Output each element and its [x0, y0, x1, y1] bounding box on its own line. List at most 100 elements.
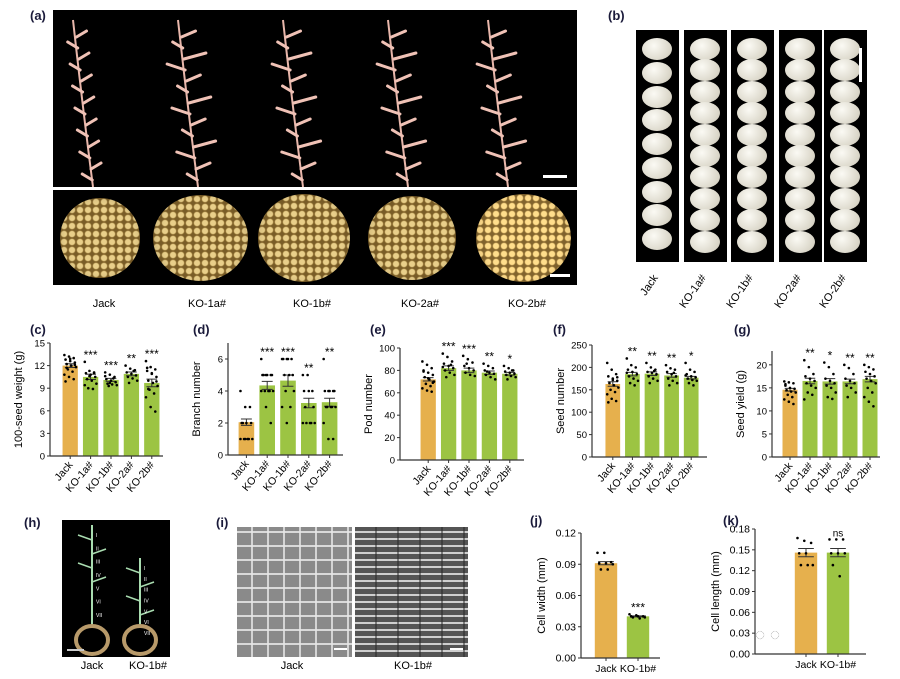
data-point: [72, 356, 75, 360]
seed: [785, 123, 815, 146]
y-tick-label: 0.12: [730, 565, 751, 577]
data-point: [803, 398, 806, 401]
seed-strip: [636, 30, 679, 262]
data-point: [783, 380, 786, 383]
seed-pile-ko-1b: [258, 194, 350, 282]
data-point: [612, 384, 616, 387]
data-point: [609, 560, 613, 564]
seed: [830, 230, 860, 253]
data-point: [68, 359, 72, 363]
scale-bar: [334, 648, 347, 650]
data-point: [486, 364, 490, 368]
data-point: [68, 357, 72, 361]
significance-label: ***: [442, 340, 456, 354]
node-label: VII: [96, 613, 102, 619]
bar: [481, 372, 498, 460]
data-point: [832, 372, 835, 376]
significance-label: ***: [281, 345, 295, 359]
data-point: [90, 379, 94, 382]
data-point: [85, 377, 89, 381]
data-point: [809, 384, 813, 387]
significance-label: ***: [145, 347, 159, 361]
data-point: [794, 391, 797, 394]
data-point: [848, 379, 852, 383]
data-point: [874, 381, 877, 385]
seed: [830, 38, 860, 60]
data-point: [423, 375, 427, 379]
y-tick-label: 6: [40, 406, 45, 417]
data-point: [303, 405, 307, 409]
seed: [690, 209, 720, 232]
data-point: [597, 561, 601, 565]
data-point: [865, 377, 868, 380]
data-point: [448, 371, 452, 374]
data-point: [92, 371, 96, 374]
seed: [690, 230, 720, 253]
y-tick-label: 0.00: [730, 649, 751, 661]
seed: [830, 80, 860, 103]
seed: [737, 38, 767, 60]
panel-label: (e): [370, 322, 386, 337]
node-label: II: [96, 546, 99, 552]
data-point: [447, 364, 450, 368]
data-point: [322, 357, 325, 361]
y-tick-label: 0.03: [556, 621, 577, 633]
y-axis-label: Cell length (mm): [710, 551, 722, 632]
data-point: [144, 395, 148, 399]
seed: [785, 80, 815, 103]
data-point: [796, 536, 799, 540]
data-point: [695, 379, 699, 383]
data-point: [617, 386, 620, 389]
seed: [737, 230, 767, 253]
data-point: [482, 362, 485, 365]
seed: [690, 123, 720, 146]
scale-bar: [543, 175, 567, 178]
data-point: [607, 375, 610, 378]
seed: [785, 38, 815, 60]
data-point: [634, 366, 638, 369]
data-point: [471, 361, 474, 364]
data-point: [64, 380, 67, 383]
seed: [830, 59, 860, 82]
data-point: [63, 373, 66, 376]
data-point: [866, 386, 870, 390]
data-point: [650, 371, 654, 375]
y-axis-label: Branch number: [191, 361, 203, 437]
data-point: [785, 388, 788, 392]
panel-label: (j): [530, 513, 542, 528]
data-point: [93, 375, 97, 379]
chart-g: (g)Jack**KO-1a#*KO-1b#**KO-2a#**KO-2b#05…: [734, 322, 880, 496]
data-point: [631, 616, 635, 619]
data-point: [872, 368, 875, 371]
data-point: [88, 374, 91, 378]
y-tick-label: 0.00: [556, 653, 577, 665]
data-point: [132, 369, 136, 373]
genotype-label: Jack: [92, 298, 116, 310]
data-point: [649, 366, 653, 369]
watermark-icon: ◌ ◌: [755, 625, 780, 644]
data-point: [464, 371, 467, 374]
data-point: [127, 381, 131, 385]
data-point: [784, 382, 787, 386]
seed-strip: [824, 30, 867, 262]
data-point: [691, 378, 694, 382]
data-point: [646, 370, 649, 374]
data-point: [836, 552, 840, 555]
category-label: KO-1b#: [620, 663, 656, 675]
data-point: [643, 616, 647, 619]
significance-label: **: [805, 346, 815, 360]
seed-pile-jack: [60, 198, 140, 278]
bar: [301, 403, 317, 455]
data-point: [430, 390, 433, 393]
data-point: [149, 365, 152, 369]
data-point: [673, 368, 677, 371]
node-label: II: [144, 577, 147, 583]
seed: [642, 38, 672, 60]
seed: [642, 156, 672, 179]
seed: [690, 102, 720, 125]
seed: [830, 123, 860, 146]
data-point: [613, 390, 617, 394]
data-point: [248, 405, 252, 409]
y-axis-label: Seed yield (g): [735, 370, 747, 438]
data-point: [873, 375, 876, 378]
